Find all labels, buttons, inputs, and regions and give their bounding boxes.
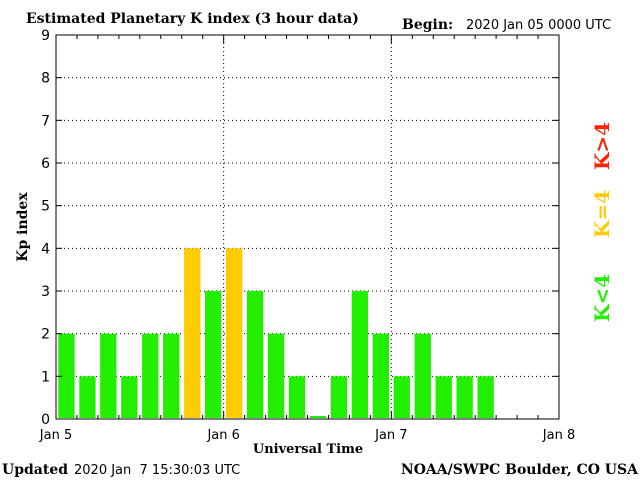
legend-item-1: K=4 (590, 190, 614, 238)
bar-13 (330, 376, 348, 418)
grid-lines (56, 35, 559, 419)
y-tick-label: 5 (41, 199, 50, 215)
y-tick-label: 6 (41, 156, 50, 172)
bar-8 (226, 248, 243, 418)
begin-label: Begin: (402, 17, 453, 33)
updated-label: Updated (2, 462, 68, 478)
source-credit: NOAA/SWPC Boulder, CO USA (401, 462, 639, 478)
bar-0 (58, 333, 75, 418)
bar-9 (246, 291, 264, 418)
updated-value: 2020 Jan 7 15:30:03 UTC (74, 463, 240, 478)
legend-item-2: K>4 (590, 122, 614, 170)
bar-19 (456, 376, 473, 418)
y-tick-label: 1 (41, 369, 50, 385)
axis-ticks: 0 1 2 3 4 5 6 7 8 9 Jan 5 Jan 6 Jan 7 Jan 8 (39, 28, 575, 443)
bar-7 (205, 291, 222, 418)
bar-2 (100, 333, 117, 418)
bar-18 (435, 376, 452, 418)
bar-5 (163, 333, 180, 418)
bar-14 (351, 291, 368, 418)
x-tick-label: Jan 7 (374, 428, 407, 443)
x-axis-label: Universal Time (253, 442, 363, 457)
bar-20 (477, 376, 494, 418)
bar-15 (372, 333, 389, 418)
begin-value: 2020 Jan 05 0000 UTC (466, 18, 611, 33)
y-axis-label: Kp index (15, 192, 31, 262)
legend-item-0: K<4 (590, 274, 614, 322)
bar-12 (309, 416, 327, 418)
x-tick-label: Jan 6 (206, 428, 239, 443)
plot-frame (55, 34, 560, 420)
x-tick-label: Jan 8 (542, 428, 575, 443)
bar-3 (121, 376, 138, 418)
y-tick-label: 4 (41, 241, 50, 257)
bars (58, 248, 494, 418)
y-tick-label: 7 (41, 113, 50, 129)
bar-4 (142, 333, 159, 418)
y-tick-label: 9 (41, 28, 50, 44)
y-tick-label: 3 (41, 284, 50, 300)
bar-6 (184, 248, 201, 418)
chart-title: Estimated Planetary K index (3 hour data… (26, 11, 359, 27)
legend: K<4 K=4 K>4 (590, 122, 614, 322)
y-tick-label: 2 (41, 327, 50, 343)
y-tick-label: 0 (41, 412, 50, 428)
bar-17 (414, 333, 431, 418)
bar-16 (393, 376, 410, 418)
bar-1 (79, 376, 96, 418)
bar-11 (288, 376, 306, 418)
x-tick-label: Jan 5 (39, 428, 72, 443)
bar-10 (267, 333, 285, 418)
y-tick-label: 8 (41, 71, 50, 87)
